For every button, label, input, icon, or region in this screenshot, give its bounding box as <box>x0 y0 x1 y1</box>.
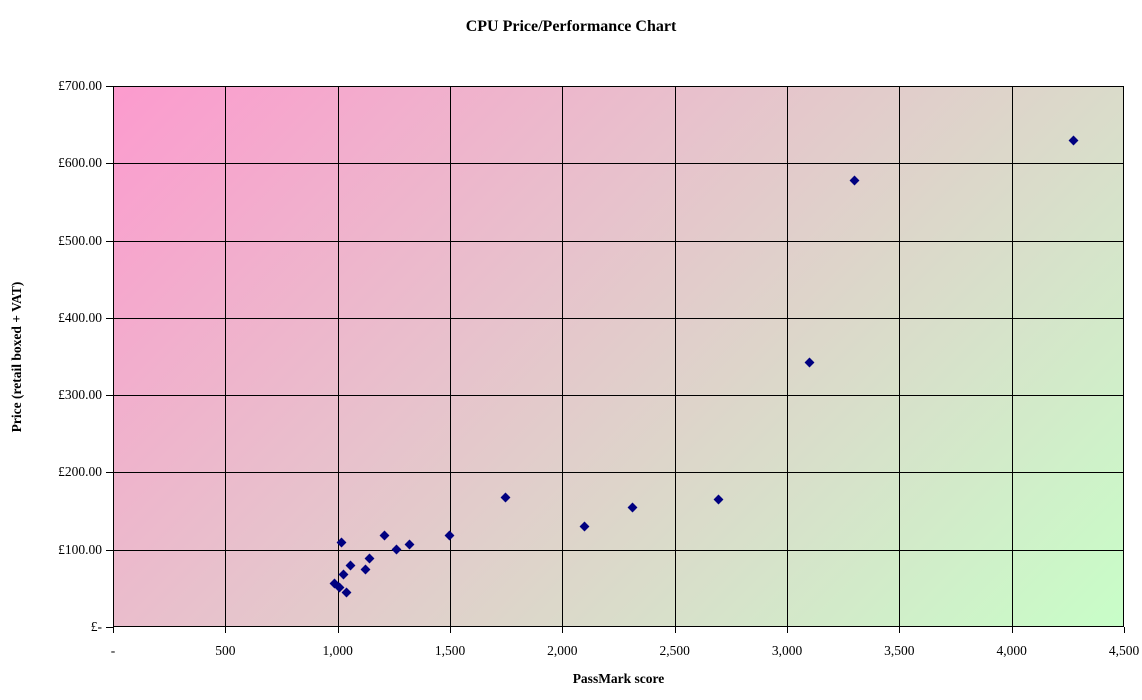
y-tick-mark <box>106 317 113 319</box>
y-tick-label: £700.00 <box>58 78 102 93</box>
y-gridline <box>113 317 1124 319</box>
x-tick-mark <box>225 627 227 633</box>
y-tick-label: £400.00 <box>58 309 102 325</box>
x-tick-mark <box>450 627 451 633</box>
x-tick-label: 3,500 <box>884 643 915 658</box>
y-gridline <box>113 240 1124 242</box>
x-tick-label: 1,500 <box>434 643 466 658</box>
x-gridline <box>787 86 788 627</box>
y-tick-mark <box>106 627 113 628</box>
x-gridline <box>899 86 901 627</box>
x-gridline <box>562 86 564 627</box>
y-tick-label: £200.00 <box>58 464 102 480</box>
x-tick-label: 3,000 <box>771 643 803 658</box>
y-tick-mark <box>106 395 113 397</box>
x-tick-label: - <box>110 643 116 658</box>
x-gridline <box>1011 86 1013 627</box>
y-gridline <box>113 549 1124 551</box>
y-gridline <box>113 163 1124 165</box>
x-gridline <box>225 86 227 627</box>
y-tick-mark <box>106 549 113 551</box>
y-tick-label: £100.00 <box>58 541 102 557</box>
y-tick-mark <box>106 472 113 474</box>
x-tick-mark <box>674 627 676 633</box>
x-axis-title: PassMark score <box>572 671 665 686</box>
chart-title: CPU Price/Performance Chart <box>465 18 677 35</box>
y-gridline <box>113 395 1124 397</box>
x-tick-mark <box>337 627 339 633</box>
y-tick-label: £300.00 <box>58 387 102 403</box>
y-tick-label: £500.00 <box>58 232 102 248</box>
y-tick-label: £- <box>90 619 102 634</box>
y-axis-title: Price (retail boxed + VAT) <box>9 281 24 433</box>
x-tick-label: 500 <box>215 643 236 658</box>
x-tick-mark <box>899 627 901 633</box>
x-gridline <box>450 86 451 627</box>
x-tick-mark <box>113 627 114 633</box>
x-tick-label: 2,500 <box>659 643 690 658</box>
x-tick-mark <box>1011 627 1013 633</box>
y-tick-mark <box>106 240 113 242</box>
y-tick-mark <box>106 86 113 87</box>
x-gridline <box>674 86 676 627</box>
x-tick-label: 4,500 <box>1108 643 1140 658</box>
x-tick-mark <box>562 627 564 633</box>
y-gridline <box>113 472 1124 474</box>
plot-area <box>113 86 1124 627</box>
x-gridline <box>337 86 339 627</box>
x-tick-label: 1,000 <box>322 643 353 658</box>
y-tick-label: £600.00 <box>58 155 102 171</box>
y-tick-mark <box>106 163 113 165</box>
x-tick-label: 4,000 <box>996 643 1027 658</box>
x-tick-mark <box>1124 627 1125 633</box>
x-tick-mark <box>787 627 788 633</box>
x-tick-label: 2,000 <box>547 643 578 658</box>
